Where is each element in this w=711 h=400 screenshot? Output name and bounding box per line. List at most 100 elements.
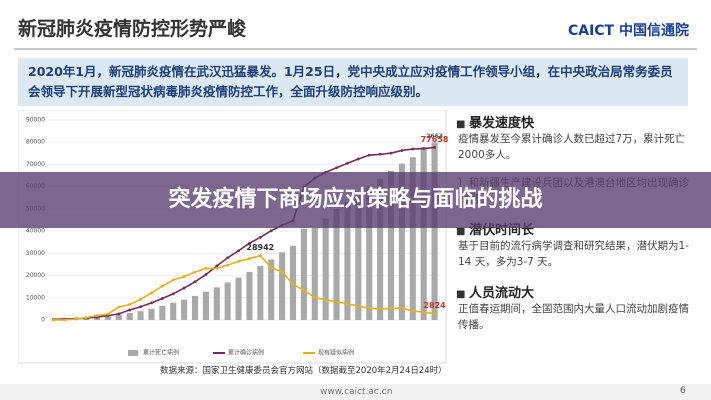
point	[269, 229, 273, 233]
y-tick-label: 30000	[26, 250, 45, 257]
footer	[0, 384, 711, 400]
point	[346, 161, 349, 165]
point	[139, 305, 142, 309]
point	[248, 241, 251, 245]
chart: 0100002000030000400005000060000700008000…	[18, 110, 448, 364]
point	[335, 300, 338, 304]
logo: CAICT 中国信通院	[567, 23, 689, 39]
y-tick-label: 10000	[26, 294, 45, 301]
y-tick-label: 40000	[26, 228, 45, 235]
bar	[191, 295, 199, 320]
legend-swatch	[128, 350, 138, 356]
url: www.caict.ac.cn	[320, 387, 393, 397]
point	[378, 307, 382, 311]
point	[128, 308, 132, 312]
series-line	[53, 254, 435, 321]
bar	[126, 312, 133, 320]
bar	[148, 308, 155, 320]
bullet-heading: 暴发速度快	[456, 112, 696, 131]
bar	[224, 282, 231, 320]
point	[411, 147, 415, 151]
bar	[377, 178, 384, 320]
point	[302, 288, 306, 292]
data-label: 77658	[421, 135, 448, 144]
legend-label: 累计死亡病例	[143, 349, 179, 357]
bar	[235, 277, 242, 320]
bar	[159, 305, 166, 320]
bar	[170, 302, 177, 320]
point	[84, 316, 88, 320]
point	[356, 304, 360, 308]
point	[367, 153, 371, 157]
point	[182, 286, 186, 290]
point	[258, 254, 262, 258]
point	[215, 264, 219, 268]
bar	[279, 252, 286, 320]
point	[291, 282, 295, 286]
data-label: 28942	[246, 243, 274, 252]
bar	[137, 311, 144, 320]
point	[204, 267, 208, 270]
point	[422, 310, 426, 314]
point	[204, 273, 208, 276]
point	[117, 312, 121, 316]
data-label: 2663	[426, 133, 443, 140]
bar	[246, 271, 253, 320]
point	[117, 305, 121, 309]
point	[73, 317, 77, 321]
point	[389, 307, 393, 310]
point	[106, 312, 110, 316]
intro-box: 2020年1月，新冠肺炎疫情在武汉迅猛暴发。1月25日，党中央成立应对疫情工作领…	[18, 58, 688, 106]
bar	[409, 157, 416, 320]
source: 数据来源：国家卫生健康委员会官方网站（数据截至2020年2月24日24时）	[160, 366, 447, 376]
point	[215, 266, 219, 270]
point	[150, 301, 153, 305]
bar	[366, 186, 373, 320]
point	[269, 266, 273, 269]
series-line	[53, 146, 435, 321]
point	[160, 297, 164, 300]
bar	[268, 259, 275, 320]
point	[171, 278, 175, 282]
point	[433, 146, 436, 149]
point	[400, 306, 404, 310]
point	[128, 303, 132, 306]
point	[171, 292, 175, 296]
point	[226, 263, 230, 267]
bar	[93, 317, 101, 320]
point	[367, 306, 371, 310]
point	[280, 270, 284, 274]
bar	[431, 142, 438, 320]
bullet-text: 疫情暴发至今累计确诊人数已超过7万，累计死亡2000多人。	[458, 133, 686, 161]
point	[433, 312, 436, 316]
bar	[181, 299, 188, 320]
y-tick-label: 0	[41, 317, 45, 324]
bullets: 暴发速度快疫情暴发至今累计确诊人数已超过7万，累计死亡2000多人。）和新疆生产…	[456, 112, 696, 345]
slide-title: 新冠肺炎疫情防控形势严峻	[18, 18, 247, 40]
bar	[257, 265, 264, 320]
point	[62, 318, 66, 322]
point	[226, 256, 230, 260]
point	[193, 280, 197, 284]
point	[182, 275, 186, 278]
point	[258, 235, 262, 239]
bar	[202, 291, 209, 320]
point	[346, 302, 349, 306]
point	[248, 257, 251, 260]
bar	[387, 170, 395, 320]
banner: 突发疫情下商场应对策略与面临的挑战	[0, 172, 711, 228]
point	[400, 149, 404, 152]
point	[378, 152, 382, 156]
bar	[115, 314, 122, 320]
point	[52, 318, 55, 322]
bullet-text: 基于目前的流行病学调查和研究结果，潜伏期为1-14 天，多为3-7 天。	[458, 240, 689, 268]
point	[237, 260, 240, 263]
bar	[420, 147, 427, 320]
point	[324, 298, 328, 302]
bar	[311, 228, 318, 320]
point	[95, 314, 99, 318]
bullet-text: 正值春运期间，全国范围内大量人口流动加剧疫情传播。	[458, 303, 689, 331]
plot-frame	[18, 110, 447, 364]
